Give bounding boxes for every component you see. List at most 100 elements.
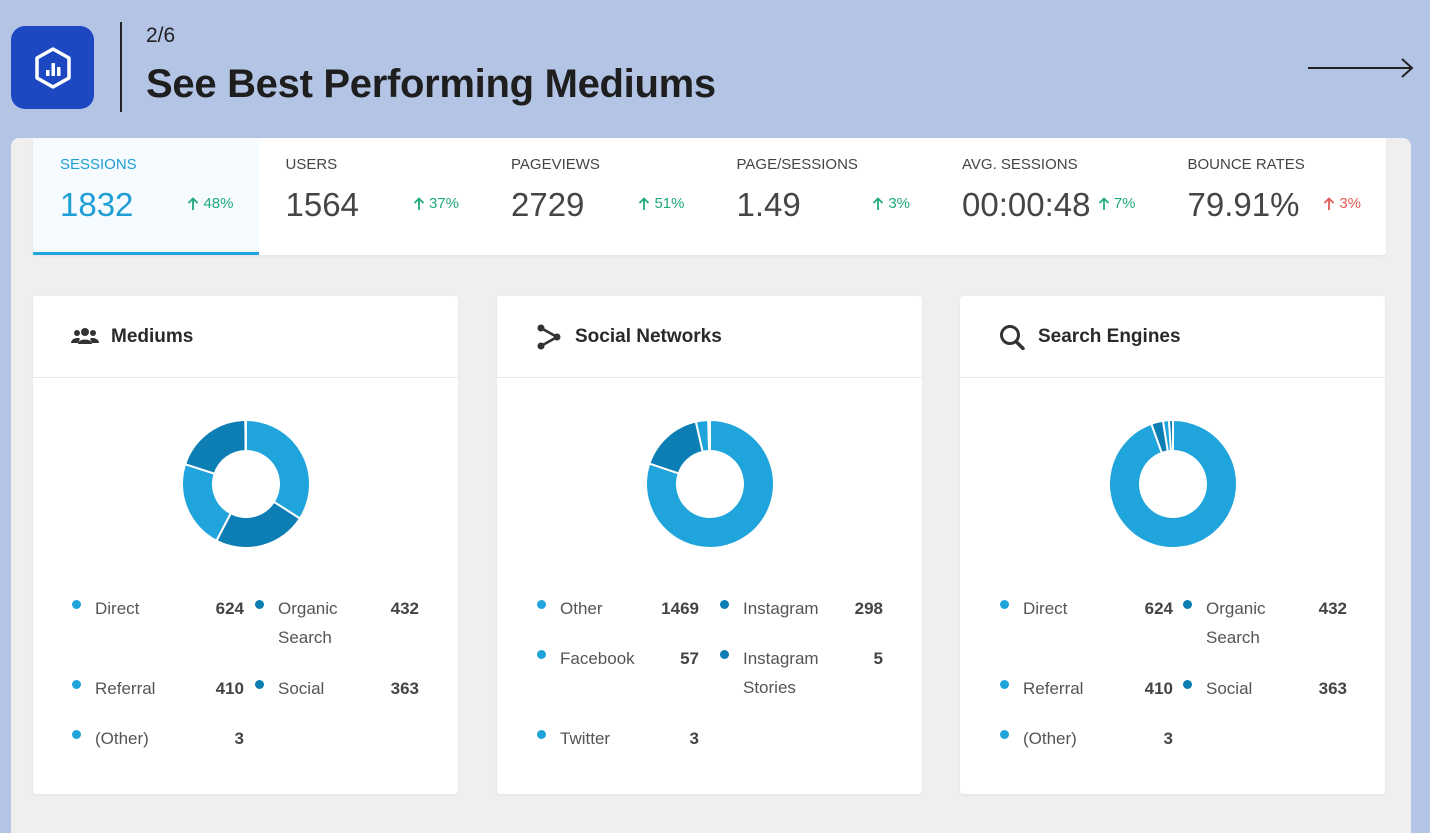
donut-slice-2 xyxy=(181,462,233,543)
legend-label: Twitter xyxy=(560,729,611,748)
card-title: Social Networks xyxy=(575,326,722,347)
metric-label: PAGEVIEWS xyxy=(511,156,600,173)
donut-slice-1 xyxy=(648,420,704,475)
legend-value: 363 xyxy=(390,679,419,698)
metric-value: 1832 xyxy=(60,186,134,223)
header: 2/6 See Best Performing Mediums xyxy=(0,0,1430,135)
arrow-up-icon xyxy=(639,196,650,210)
legend-value: 432 xyxy=(1318,599,1347,618)
metric-tab-users[interactable]: USERS 1564 37% xyxy=(259,138,485,255)
legend-value: 3 xyxy=(234,729,244,748)
card-title: Mediums xyxy=(111,326,194,347)
legend-dot xyxy=(720,600,729,609)
social-networks-card: Social Networks Other 1469 Instagram 298… xyxy=(497,296,922,794)
legend-label: Social xyxy=(278,679,325,698)
metric-label: AVG. SESSIONS xyxy=(962,156,1078,173)
legend-dot xyxy=(1000,600,1009,609)
legend-label: Instagram xyxy=(743,599,819,618)
metric-tab-sessions[interactable]: SESSIONS 1832 48% xyxy=(33,138,259,255)
card-header: Social Networks xyxy=(497,296,922,378)
donut-slice-0 xyxy=(245,418,311,520)
metric-value: 1564 xyxy=(285,186,359,223)
legend-value: 410 xyxy=(215,679,244,698)
legend-dot xyxy=(1000,680,1009,689)
bar-chart-hexagon-icon xyxy=(34,46,71,89)
legend-value: 624 xyxy=(1144,599,1173,618)
legend-dot xyxy=(255,680,264,689)
metric-change-value: 51% xyxy=(654,195,685,212)
search-engines-donut-chart xyxy=(1108,418,1238,549)
legend-dot xyxy=(1000,730,1009,739)
metric-tab-pageviews[interactable]: PAGEVIEWS 2729 51% xyxy=(484,138,710,255)
app-logo xyxy=(11,26,94,109)
report-panel: SESSIONS 1832 48% USERS 1564 37% PAGEVIE… xyxy=(11,138,1411,833)
legend-dot xyxy=(537,600,546,609)
arrow-right-icon[interactable] xyxy=(1306,56,1416,80)
donut-slice-4 xyxy=(708,418,711,453)
legend-label: Direct xyxy=(1023,599,1068,618)
metric-label: PAGE/SESSIONS xyxy=(736,156,858,173)
legend-value: 3 xyxy=(689,729,699,748)
metric-tab-page-sessions[interactable]: PAGE/SESSIONS 1.49 3% xyxy=(710,138,936,255)
search-icon xyxy=(1000,325,1025,350)
metric-change-value: 3% xyxy=(888,195,910,212)
social-networks-donut-chart xyxy=(645,418,775,549)
legend-dot xyxy=(72,730,81,739)
donut-slice-4 xyxy=(244,418,247,453)
step-counter: 2/6 xyxy=(146,24,176,47)
card-title: Search Engines xyxy=(1038,326,1181,347)
legend-dot xyxy=(537,730,546,739)
legend-dot xyxy=(72,680,81,689)
legend-value: 3 xyxy=(1163,729,1173,748)
metric-change: 3% xyxy=(872,195,910,212)
metric-change-value: 3% xyxy=(1339,195,1361,212)
arrow-up-icon xyxy=(873,196,884,210)
legend-dot xyxy=(1183,600,1192,609)
mediums-donut-chart xyxy=(181,418,311,549)
metric-value: 00:00:48 xyxy=(962,186,1091,223)
donut-slice-3 xyxy=(1167,418,1174,453)
mediums-card: Mediums Direct 624 Organic Search 432 Re… xyxy=(33,296,458,794)
legend-value: 624 xyxy=(215,599,244,618)
metric-label: BOUNCE RATES xyxy=(1187,156,1305,173)
metric-tab-avg-sessions[interactable]: AVG. SESSIONS 00:00:48 7% xyxy=(935,138,1161,255)
legend-label: Instagram Stories xyxy=(743,649,819,697)
legend-value: 432 xyxy=(390,599,419,618)
legend-label: Organic Search xyxy=(278,599,338,647)
metric-change: 51% xyxy=(638,195,685,212)
metric-change-value: 48% xyxy=(203,195,234,212)
legend-value: 363 xyxy=(1318,679,1347,698)
metric-value: 2729 xyxy=(511,186,585,223)
legend-dot xyxy=(720,650,729,659)
legend-value: 5 xyxy=(873,649,883,668)
legend-label: Referral xyxy=(1023,679,1084,698)
donut-slice-3 xyxy=(183,418,247,476)
share-nodes-icon xyxy=(537,324,561,350)
legend-label: Social xyxy=(1206,679,1253,698)
arrow-up-icon xyxy=(188,196,199,210)
arrow-up-icon xyxy=(413,196,425,210)
donut-slice-0 xyxy=(1108,418,1238,549)
metric-label: USERS xyxy=(285,156,338,173)
card-header: Search Engines xyxy=(960,296,1385,378)
metric-change: 48% xyxy=(187,195,234,212)
header-divider xyxy=(120,22,122,112)
metric-tab-bounce-rates[interactable]: BOUNCE RATES 79.91% 3% xyxy=(1161,138,1387,255)
metrics-bar: SESSIONS 1832 48% USERS 1564 37% PAGEVIE… xyxy=(33,138,1386,255)
metric-label: SESSIONS xyxy=(60,156,137,173)
legend-label: Direct xyxy=(95,599,140,618)
legend-label: Other xyxy=(560,599,603,618)
metric-change: 37% xyxy=(413,195,459,212)
search-engines-card: Search Engines Direct 624 Organic Search… xyxy=(960,296,1385,794)
legend-dot xyxy=(1183,680,1192,689)
arrow-up-icon xyxy=(1324,196,1335,210)
legend-value: 298 xyxy=(854,599,883,618)
metric-change: 7% xyxy=(1098,195,1136,212)
metric-change-value: 7% xyxy=(1113,195,1136,212)
arrow-up-icon xyxy=(1098,196,1109,210)
metric-change-value: 37% xyxy=(428,195,459,212)
donut-slice-0 xyxy=(645,418,775,549)
legend-dot xyxy=(255,600,264,609)
metric-value: 1.49 xyxy=(736,186,801,223)
metric-change: 3% xyxy=(1323,195,1361,212)
